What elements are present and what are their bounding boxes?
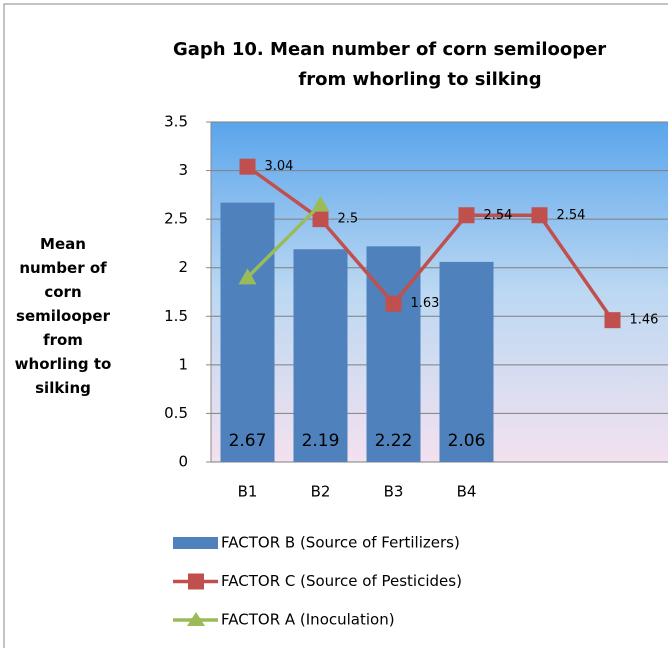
legend-label: FACTOR B (Source of Fertilizers) — [221, 534, 460, 552]
y-tick-label: 0.5 — [164, 404, 188, 422]
x-tick-label: B4 — [457, 483, 477, 501]
bar — [220, 202, 275, 462]
y-tick-label: 2.5 — [164, 210, 188, 228]
y-tick-label: 3 — [178, 161, 188, 179]
bar-value-label: 2.19 — [302, 431, 340, 451]
marker — [239, 158, 256, 175]
marker — [312, 211, 329, 228]
point-value-label: 2.54 — [557, 208, 586, 223]
line — [246, 203, 322, 279]
point-value-label: 1.63 — [411, 296, 440, 311]
marker — [311, 195, 330, 212]
line — [246, 165, 614, 322]
x-tick-label: B2 — [311, 483, 331, 501]
y-tick-label: 2 — [178, 258, 188, 276]
bar-value-label: 2.06 — [448, 431, 486, 451]
chart-title: from whorling to silking — [298, 69, 541, 90]
point-value-label: 3.04 — [265, 159, 294, 174]
y-axis-label: Mean number of corn semilooper from whor… — [14, 235, 112, 397]
marker — [385, 295, 402, 312]
y-tick-label: 1.5 — [164, 307, 188, 325]
x-tick-label: B3 — [384, 483, 404, 501]
bar-value-label: 2.22 — [375, 431, 413, 451]
marker — [531, 207, 548, 224]
legend-label: FACTOR A (Inoculation) — [221, 611, 395, 629]
point-value-label: 1.46 — [630, 313, 659, 328]
bar — [293, 249, 348, 462]
marker — [604, 312, 621, 329]
legend-marker — [188, 573, 204, 590]
y-tick-label: 3.5 — [164, 113, 188, 131]
chart-title: Gaph 10. Mean number of corn semilooper — [173, 39, 606, 60]
point-value-label: 2.5 — [338, 212, 359, 227]
point-value-label: 2.54 — [484, 208, 513, 223]
legend-marker — [187, 612, 205, 626]
y-tick-label: 1 — [178, 355, 188, 373]
bar — [439, 261, 494, 462]
y-tick-label: 0 — [178, 453, 188, 471]
x-tick-label: B1 — [238, 483, 258, 501]
marker — [458, 207, 475, 224]
marker — [238, 268, 257, 285]
legend-label: FACTOR C (Source of Pesticides) — [221, 572, 462, 590]
legend-swatch — [173, 537, 218, 549]
bar-value-label: 2.67 — [229, 431, 267, 451]
